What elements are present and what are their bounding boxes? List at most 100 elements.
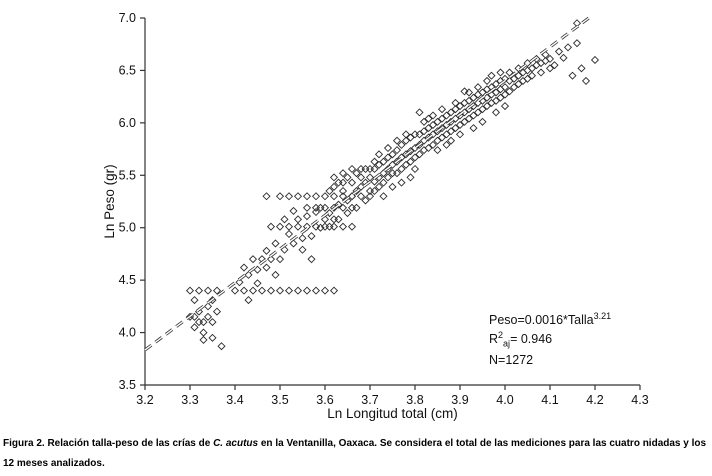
y-tick-label: 7.0 [119,11,136,25]
scatter-point [383,153,393,162]
scatter-point [212,307,222,316]
scatter-point [446,127,456,136]
scatter-point [478,117,487,126]
scatter-point [338,203,348,212]
scatter-point [563,43,573,52]
scatter-point [550,61,559,70]
scatter-point [437,114,447,123]
scatter-point [284,286,294,295]
scatter-point [343,208,352,218]
scatter-point [320,286,330,295]
scatter-point [379,169,388,178]
caption-species: C. acutus [213,438,259,449]
scatter-point [194,286,204,295]
scatter-point [356,173,366,182]
scatter-point [406,157,415,166]
scatter-point [397,164,406,174]
scatter-point [311,207,321,217]
n-line: N=1272 [489,352,534,367]
scatter-chart: 3.2 3.3 3.4 3.5 3.6 3.7 3.8 3.9 4.0 4.1 4.2 4.3 3.5 4… [102,11,649,421]
scatter-point [406,133,415,142]
scatter-point [464,88,474,97]
scatter-plot-svg: 3.2 3.3 3.4 3.5 3.6 3.7 3.8 3.9 4.0 4.1 4.2 4.3 3.5 4… [102,11,649,421]
y-tick-label: 4.0 [119,326,136,340]
scatter-point [482,102,492,111]
scatter-point [428,111,438,120]
scatter-point [388,182,397,191]
scatter-point [469,124,478,133]
scatter-point [185,286,195,295]
scatter-point [199,328,208,337]
scatter-point [469,93,478,102]
x-tick-label: 4.0 [496,393,513,407]
scatter-point [370,157,379,166]
x-axis-title: Ln Longitud total (cm) [327,406,458,421]
scatter-point [437,105,447,114]
scatter-point [482,76,492,85]
scatter-point [424,124,433,133]
scatter-point [370,177,379,186]
scatter-point [536,68,546,77]
scatter-point [464,96,474,105]
scatter-point [302,192,312,201]
r2-value: = 0.946 [510,332,553,347]
r2-sup: 2 [498,330,504,341]
scatter-point [203,302,213,311]
scatter-point [190,323,199,332]
scatter-point [329,222,339,231]
caption-prefix: Figura 2. Relación talla-peso de las crí… [3,438,214,449]
scatter-point [230,286,240,295]
scatter-point [554,47,564,56]
scatter-point [307,255,316,264]
regression-annotation: Peso=0.0016*Talla3.21 R2aj= 0.946 N=1272 [489,310,611,369]
y-tick-label: 6.0 [119,116,136,130]
y-ticks: 3.5 4.0 4.5 5.0 5.5 6.0 6.5 7.0 [119,11,145,392]
scatter-point [514,71,523,80]
scatter-point [338,222,348,231]
scatter-point [347,222,357,231]
scatter-point [334,215,343,224]
scatter-point [491,96,501,105]
scatter-point [239,286,249,295]
scatter-point [311,286,321,295]
scatter-point [464,105,474,114]
scatter-point [343,173,352,182]
scatter-point [235,278,244,287]
scatter-point [410,153,420,162]
scatter-point [455,120,465,129]
scatter-point [208,333,217,342]
scatter-point [451,105,460,114]
scatter-point [487,71,496,80]
data-points [185,19,600,351]
scatter-point [590,55,600,64]
scatter-point [509,74,519,83]
scatter-point [388,160,397,169]
scatter-point [347,164,357,174]
scatter-point [568,71,577,80]
scatter-point [446,108,456,117]
scatter-point [581,76,591,85]
scatter-point [302,203,312,212]
scatter-point [352,203,361,212]
scatter-point [311,203,321,212]
x-tick-label: 3.5 [271,393,288,407]
scatter-point [428,120,438,129]
axes [144,18,640,386]
x-tick-label: 3.3 [181,393,198,407]
x-tick-label: 3.8 [406,393,423,407]
scatter-point [446,136,456,145]
scatter-point [505,87,514,96]
scatter-point [500,102,510,111]
scatter-point [397,153,406,162]
scatter-point [451,98,460,107]
scatter-point [410,164,420,174]
scatter-point [383,143,393,153]
scatter-point [424,114,433,123]
scatter-point [379,192,388,201]
scatter-point [266,222,276,231]
scatter-point [244,270,253,279]
scatter-point [559,53,568,62]
scatter-point [262,192,271,201]
scatter-point [401,130,411,139]
